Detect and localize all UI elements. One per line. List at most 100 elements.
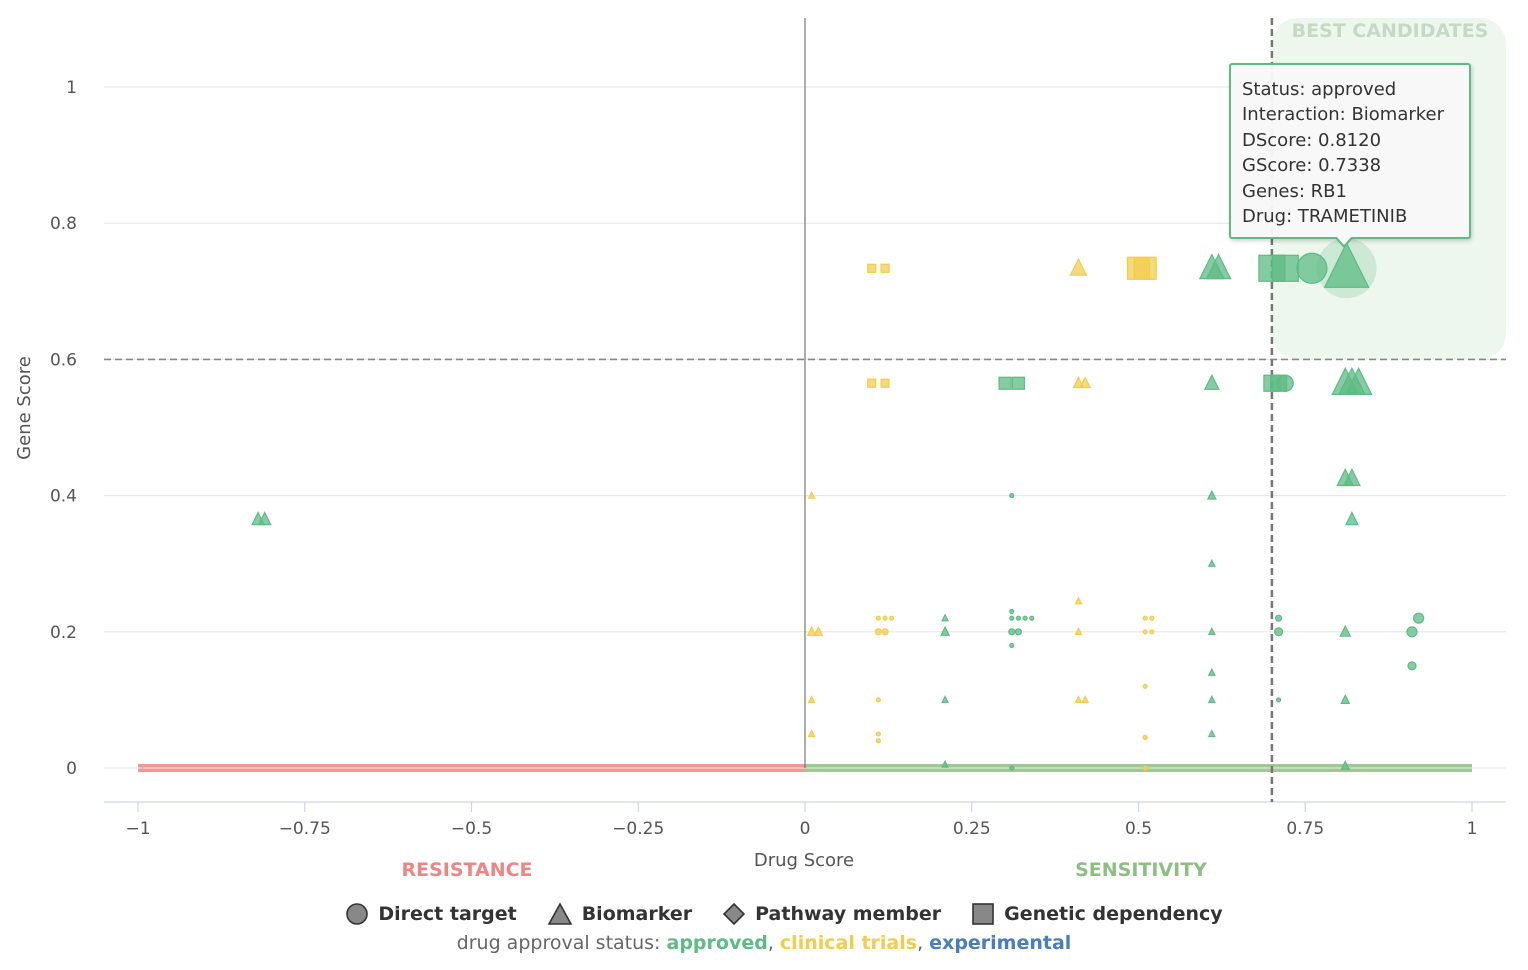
data-point-square[interactable]: [867, 378, 877, 388]
x-tick-label: 0.75: [1286, 819, 1324, 839]
data-point-square[interactable]: [1133, 256, 1157, 280]
data-point-triangle[interactable]: [1074, 627, 1083, 635]
data-point-circle[interactable]: [1406, 626, 1418, 638]
data-point-triangle[interactable]: [940, 625, 951, 636]
data-point-circle[interactable]: [1142, 615, 1148, 621]
legend-label: Direct target: [378, 903, 517, 925]
data-point-circle[interactable]: [1274, 614, 1283, 622]
data-point-circle[interactable]: [875, 697, 881, 703]
data-point-circle[interactable]: [875, 615, 881, 621]
data-point-circle[interactable]: [874, 628, 882, 636]
data-point-triangle[interactable]: [1340, 760, 1351, 771]
data-point-triangle[interactable]: [257, 511, 272, 526]
data-point-circle[interactable]: [1009, 642, 1015, 649]
status-separator: ,: [917, 932, 930, 954]
data-point-circle[interactable]: [881, 628, 889, 636]
data-point-triangle[interactable]: [1079, 376, 1092, 389]
legend-item-biomarker[interactable]: Biomarker: [547, 902, 692, 926]
tooltip-interaction: Interaction: Biomarker: [1242, 104, 1445, 126]
data-point-triangle[interactable]: [806, 625, 817, 636]
data-point-circle[interactable]: [882, 615, 888, 621]
y-tick-label: 0: [66, 759, 77, 779]
best-candidates-label: BEST CANDIDATES: [1292, 20, 1489, 42]
data-points[interactable]: [251, 238, 1425, 771]
legend-label: Biomarker: [581, 903, 693, 925]
data-point-square[interactable]: [1011, 376, 1026, 390]
data-point-triangle[interactable]: [1205, 253, 1232, 280]
sensitivity-label: SENSITIVITY: [1075, 859, 1207, 881]
data-point-circle[interactable]: [1009, 493, 1015, 499]
tooltip-arrow-inner: [1336, 236, 1352, 245]
data-point-circle[interactable]: [1009, 615, 1015, 621]
data-point-triangle[interactable]: [1069, 257, 1088, 276]
data-point-circle[interactable]: [1276, 374, 1294, 392]
data-point-circle[interactable]: [889, 615, 895, 621]
data-point-circle[interactable]: [1142, 683, 1148, 689]
data-point-square[interactable]: [880, 263, 890, 273]
data-point-circle[interactable]: [1275, 697, 1282, 703]
data-point-triangle[interactable]: [941, 613, 950, 622]
data-point-triangle[interactable]: [1203, 373, 1220, 390]
data-point-circle[interactable]: [1142, 629, 1148, 635]
data-point-triangle[interactable]: [1344, 366, 1373, 396]
data-point-triangle[interactable]: [1323, 241, 1370, 288]
data-point-triangle[interactable]: [1207, 729, 1216, 738]
status-separator: ,: [767, 932, 780, 954]
data-point-circle[interactable]: [1407, 661, 1417, 671]
x-tick-label: 1: [1467, 819, 1478, 839]
data-point-circle[interactable]: [1009, 765, 1015, 771]
tooltip-genes: Genes: RB1: [1242, 180, 1347, 202]
y-axis-title: Gene Score: [14, 356, 35, 460]
data-point-triangle[interactable]: [813, 625, 824, 636]
data-point-circle[interactable]: [1296, 252, 1328, 284]
data-point-circle[interactable]: [1014, 628, 1023, 636]
data-point-circle[interactable]: [1009, 608, 1015, 614]
data-point-circle[interactable]: [1142, 734, 1148, 740]
approval-status-legend: drug approval status: approved, clinical…: [0, 932, 1528, 954]
circle-icon: [346, 903, 369, 925]
y-tick-label: 1: [66, 78, 77, 98]
diamond-icon: [722, 902, 746, 926]
data-point-triangle[interactable]: [1342, 468, 1361, 487]
legend-item-direct-target[interactable]: Direct target: [345, 902, 517, 926]
legend-item-pathway-member[interactable]: Pathway member: [722, 902, 941, 926]
x-tick-label: −1: [125, 819, 150, 839]
data-point-circle[interactable]: [1015, 615, 1022, 621]
status-prefix: drug approval status:: [456, 932, 667, 954]
data-point-triangle[interactable]: [1207, 627, 1216, 635]
data-point-triangle[interactable]: [1074, 695, 1083, 704]
data-point-circle[interactable]: [1142, 765, 1148, 771]
data-point-square[interactable]: [1271, 254, 1299, 282]
data-point-triangle[interactable]: [941, 695, 950, 704]
data-point-triangle[interactable]: [807, 490, 816, 499]
data-point-triangle[interactable]: [1207, 558, 1216, 567]
data-point-circle[interactable]: [1273, 627, 1284, 637]
data-point-triangle[interactable]: [1207, 695, 1216, 704]
data-point-circle[interactable]: [1008, 628, 1016, 636]
status-experimental: experimental: [929, 932, 1072, 954]
data-point-circle[interactable]: [1149, 615, 1155, 621]
data-point-triangle[interactable]: [1074, 596, 1083, 605]
data-point-circle[interactable]: [1029, 615, 1035, 621]
data-point-square[interactable]: [867, 263, 877, 273]
data-point-circle[interactable]: [1413, 612, 1425, 624]
data-point-triangle[interactable]: [807, 729, 816, 738]
data-point-triangle[interactable]: [1344, 511, 1359, 526]
data-point-circle[interactable]: [1022, 615, 1028, 621]
data-point-triangle[interactable]: [1081, 695, 1090, 704]
tooltip-drug: Drug: TRAMETINIB: [1242, 206, 1408, 228]
data-point-triangle[interactable]: [1206, 489, 1217, 500]
data-point-circle[interactable]: [875, 738, 881, 744]
legend-item-genetic-dependency[interactable]: Genetic dependency: [971, 902, 1223, 926]
x-axis-title: Drug Score: [754, 850, 854, 871]
data-point-triangle[interactable]: [1207, 667, 1216, 676]
data-point-square[interactable]: [998, 376, 1012, 390]
data-point-triangle[interactable]: [1339, 624, 1352, 637]
x-tick-label: −0.5: [451, 819, 492, 839]
data-point-circle[interactable]: [875, 731, 881, 737]
data-point-triangle[interactable]: [807, 695, 816, 704]
data-point-triangle[interactable]: [1340, 693, 1351, 704]
data-point-circle[interactable]: [1149, 629, 1155, 635]
data-point-square[interactable]: [880, 378, 890, 388]
data-point-triangle[interactable]: [941, 759, 950, 768]
